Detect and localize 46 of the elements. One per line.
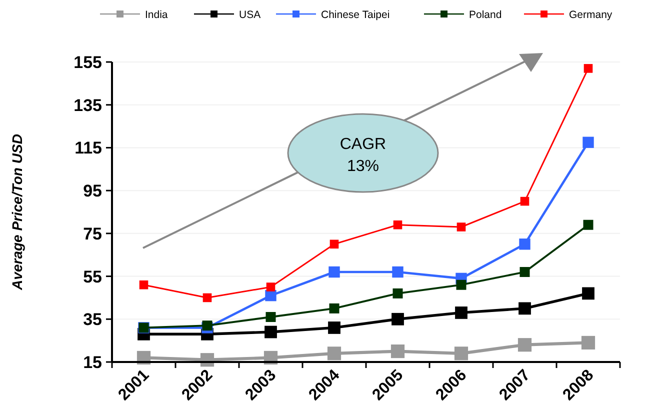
point <box>327 346 342 360</box>
legend-label: Germany <box>569 9 613 21</box>
point <box>329 303 340 314</box>
annotation: CAGR 13% <box>340 136 386 175</box>
point <box>584 64 593 73</box>
point <box>266 312 276 322</box>
point <box>393 220 402 230</box>
point <box>328 322 340 334</box>
y-tick-label: 95 <box>83 182 102 201</box>
point <box>519 238 530 250</box>
point <box>390 344 405 358</box>
point <box>582 287 594 300</box>
point <box>518 338 532 352</box>
y-tick-label: 75 <box>83 224 102 244</box>
y-tick-label: 155 <box>74 53 102 72</box>
point <box>264 326 277 338</box>
point <box>582 136 594 148</box>
point <box>456 280 466 290</box>
point <box>265 290 276 302</box>
legend-label: USA <box>239 9 261 21</box>
legend-label: Chinese Taipei <box>321 9 390 21</box>
point <box>456 222 466 232</box>
point <box>520 196 530 206</box>
y-tick-label: 135 <box>74 96 102 115</box>
point <box>520 267 530 277</box>
legend-label: Poland <box>469 9 502 21</box>
point <box>455 306 468 319</box>
point <box>392 288 403 298</box>
point <box>139 280 148 290</box>
point <box>583 220 594 230</box>
y-axis-title: Average Price/Ton USD <box>9 134 25 291</box>
point <box>266 282 276 292</box>
point <box>392 266 404 278</box>
legend-label: India <box>145 9 168 21</box>
point <box>454 346 468 360</box>
y-tick-label: 35 <box>83 310 102 330</box>
point <box>328 266 340 278</box>
point <box>392 312 404 326</box>
y-tick-label: 55 <box>83 267 102 286</box>
point <box>202 293 212 302</box>
point <box>518 302 531 315</box>
point <box>202 320 212 331</box>
y-tick-label: 115 <box>74 138 102 158</box>
y-tick-label: 15 <box>83 353 102 372</box>
point <box>581 336 596 350</box>
point <box>330 240 339 249</box>
